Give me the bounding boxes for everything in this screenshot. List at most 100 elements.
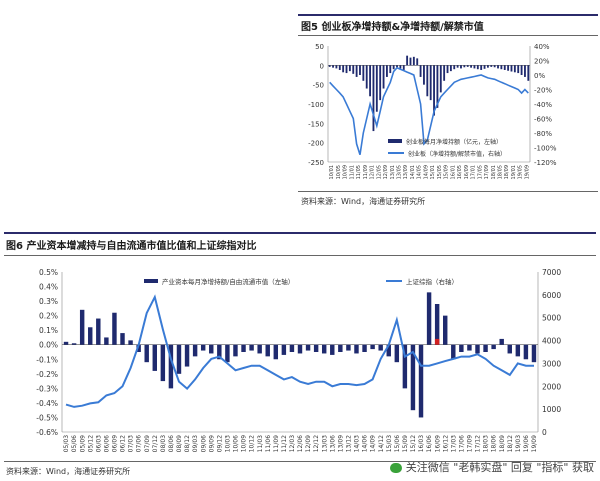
x-tick-label: 16/09 [464,165,470,179]
bar [510,65,513,72]
fig5-chart: 50 0 -50 -100 -150 -200 -250 40% 20% 0% -20% -40% -6… [308,43,557,179]
bar [79,309,85,345]
bar [416,58,419,66]
x-tick-label: 19/09 [531,435,538,452]
y-right-tick-label: -20% [534,87,552,95]
x-tick-label: 13/01 [390,165,396,179]
y-right-tick-label: 0% [534,72,545,80]
x-tick-label: 16/05 [457,165,463,179]
bar [436,65,439,108]
y-right-tick-label: 1000 [542,405,561,414]
y-right-tick-label: -120% [534,159,557,167]
bar [443,65,446,81]
bar [120,333,125,345]
x-tick-label: 13/05 [396,165,402,179]
x-tick-label: 17/06 [459,435,466,452]
x-tick-label: 05/03 [63,435,70,452]
bar [281,344,287,355]
y-left-tick-label: 0.3% [39,297,58,306]
bar [370,344,375,350]
bar [402,344,408,389]
bar [330,344,335,355]
bar [379,65,382,101]
x-tick-label: 12/03 [289,435,296,452]
x-tick-label: 11/01 [349,165,355,179]
fig5-source-rule [298,191,598,192]
fig6-title-rule [4,255,596,256]
bar [104,337,109,345]
bar [144,344,149,363]
y-left-tick-label: 0.0% [39,341,58,350]
fig6-chart: 0.5% 0.4% 0.3% 0.2% 0.1% 0.0% -0.1% -0.2% -0.3% -… [36,268,561,452]
bar [338,344,343,352]
bar [375,65,378,112]
fig6-top-rule [4,232,596,234]
legend-bar-swatch [144,279,158,283]
x-tick-label: 10/01 [329,165,335,179]
bar [515,344,521,357]
bar [507,65,510,71]
bar [524,65,526,77]
x-tick-label: 08/12 [184,435,191,452]
y-right-tick-label: -80% [534,130,552,138]
watermark-text: 关注微信 "老韩实盘" 回复 "指标" 获取 [405,461,594,474]
bar [345,65,348,74]
bar [342,65,345,73]
x-tick-label: 15/12 [410,435,417,452]
bar [152,344,157,371]
x-tick-label: 16/06 [426,435,433,452]
y-right-tick-label: 0 [542,428,547,437]
x-tick-label: 10/09 [343,165,349,179]
bar [443,315,448,345]
bar [382,65,385,89]
x-tick-label: 07/06 [136,435,143,452]
x-tick-label: 17/09 [484,165,490,179]
bar [335,65,338,69]
x-tick-label: 11/09 [273,435,280,452]
bar [136,344,141,352]
x-tick-label: 19/03 [515,435,522,452]
bar [412,56,415,66]
bar [433,65,435,116]
bar [429,65,432,101]
x-tick-label: 08/03 [160,435,167,452]
x-tick-label: 10/09 [241,435,248,452]
bar [257,344,262,354]
bar [467,344,472,351]
y-right-tick-label: 2000 [542,382,561,391]
bar [490,65,493,67]
bar [225,344,230,363]
bar [200,344,206,351]
x-tick-label: 13/03 [321,435,328,452]
x-tick-label: 07/03 [128,435,135,452]
x-tick-label: 06/03 [95,435,102,452]
bar [453,65,456,70]
fig5-source: 资料来源：Wind，海通证券研究所 [301,197,426,206]
bar [466,65,469,67]
bar [483,65,486,69]
legend-bar-label: 创业板每月净增持额（亿元，左轴） [406,138,502,146]
bar [483,344,488,352]
bar [402,65,405,70]
bar [112,312,117,345]
bar [493,65,496,68]
series-line [329,66,529,156]
x-tick-label: 09/06 [200,435,207,452]
fig5-title: 图5 创业板净增持额&净增持额/解禁市值 [301,22,484,33]
x-tick-label: 18/09 [504,165,510,179]
legend-bar-label: 产业资本每月净增持额/自由流通市值（左轴） [162,277,294,286]
x-tick-label: 15/06 [394,435,401,452]
x-tick-label: 11/06 [265,435,272,452]
x-tick-label: 17/01 [471,165,477,179]
bar [176,344,182,374]
x-tick-label: 16/09 [434,435,441,452]
bar [348,65,351,72]
bar [523,344,529,360]
bar [396,65,398,68]
bar [362,344,367,352]
bar [372,65,375,132]
series-line [65,294,534,408]
bar [434,304,440,345]
y-left-tick-label: -200 [308,140,324,148]
x-tick-label: 11/12 [281,435,288,452]
